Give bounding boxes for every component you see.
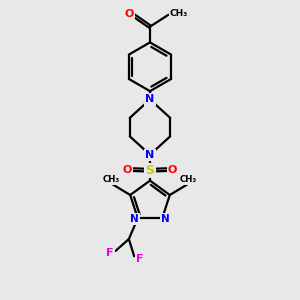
Text: CH₃: CH₃ [103,175,120,184]
Text: F: F [106,248,114,258]
Text: O: O [168,165,177,175]
Text: O: O [123,165,132,175]
Text: O: O [124,9,134,19]
Text: N: N [146,94,154,104]
Text: CH₃: CH₃ [170,9,188,18]
Text: N: N [161,214,170,224]
Text: S: S [146,164,154,177]
Text: N: N [146,150,154,160]
Text: CH₃: CH₃ [180,175,197,184]
Text: N: N [130,214,139,224]
Text: F: F [136,254,143,264]
